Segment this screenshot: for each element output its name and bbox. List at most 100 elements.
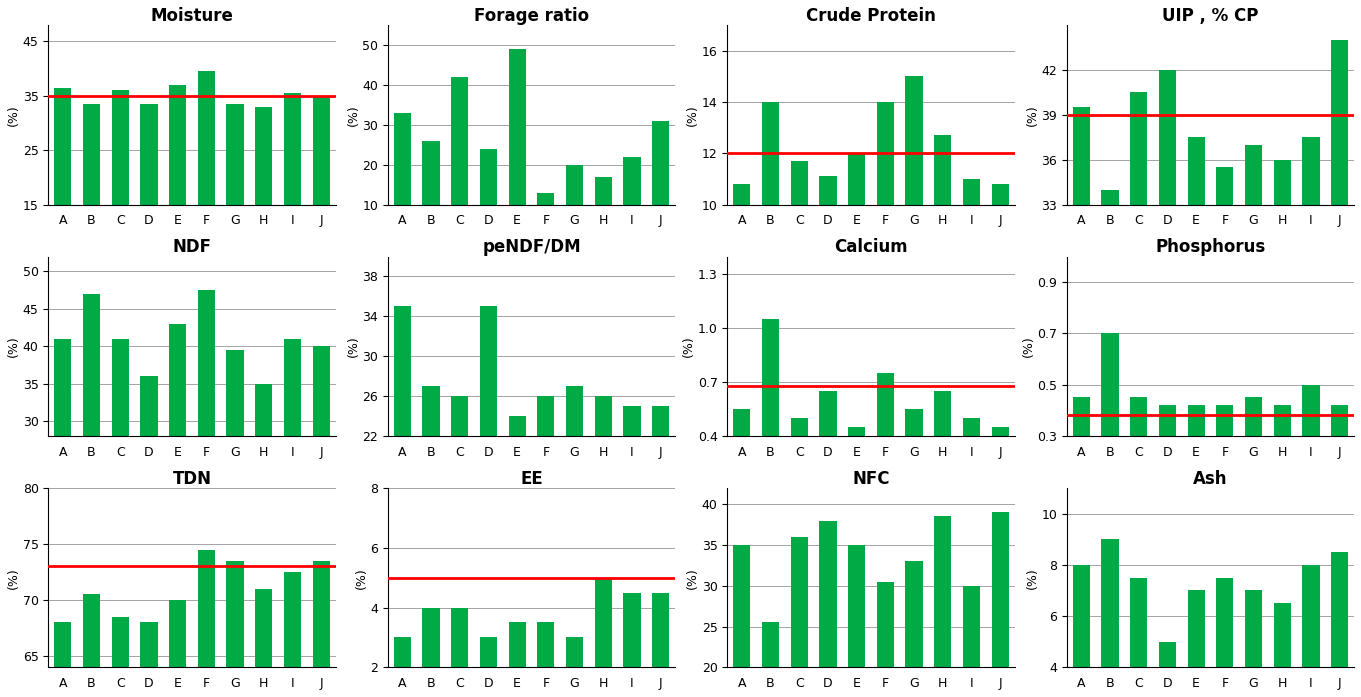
Bar [819, 391, 837, 507]
Bar [1101, 333, 1119, 513]
Title: NDF: NDF [173, 238, 211, 256]
Bar [83, 104, 101, 286]
Bar [313, 95, 329, 286]
Bar [140, 622, 158, 697]
Bar [1302, 137, 1320, 697]
Bar [284, 93, 301, 286]
Bar [734, 545, 750, 697]
Bar [819, 521, 837, 697]
Bar [112, 91, 129, 286]
Bar [422, 141, 440, 245]
Bar [1188, 590, 1204, 697]
Title: Crude Protein: Crude Protein [806, 7, 936, 25]
Bar [422, 386, 440, 655]
Bar [734, 409, 750, 507]
Bar [1072, 565, 1090, 697]
Bar [255, 383, 272, 645]
Bar [140, 104, 158, 286]
Bar [226, 350, 244, 645]
Bar [1217, 405, 1233, 513]
Bar [54, 339, 71, 645]
Bar [197, 290, 215, 645]
Bar [566, 164, 583, 245]
Bar [1331, 552, 1349, 697]
Bar [1130, 578, 1147, 697]
Title: NFC: NFC [852, 470, 890, 488]
Bar [934, 135, 951, 461]
Bar [1158, 642, 1176, 697]
Bar [1188, 405, 1204, 513]
Bar [538, 396, 554, 655]
Bar [848, 545, 866, 697]
Bar [819, 176, 837, 461]
Bar [992, 427, 1009, 507]
Bar [905, 77, 923, 461]
Bar [169, 85, 186, 286]
Bar [623, 157, 641, 245]
Bar [112, 339, 129, 645]
Bar [480, 148, 497, 245]
Bar [566, 638, 583, 697]
Bar [313, 346, 329, 645]
Bar [1331, 405, 1349, 513]
Title: TDN: TDN [173, 470, 211, 488]
Bar [255, 589, 272, 697]
Bar [1245, 145, 1262, 697]
Title: EE: EE [520, 470, 543, 488]
Bar [509, 416, 525, 655]
Bar [450, 396, 468, 655]
Bar [1245, 590, 1262, 697]
Bar [1101, 539, 1119, 697]
Bar [480, 307, 497, 655]
Title: UIP , % CP: UIP , % CP [1162, 7, 1259, 25]
Title: Forage ratio: Forage ratio [474, 7, 589, 25]
Y-axis label: (%): (%) [1022, 335, 1034, 357]
Bar [393, 307, 411, 655]
Bar [1158, 405, 1176, 513]
Y-axis label: (%): (%) [7, 104, 20, 125]
Bar [393, 113, 411, 245]
Bar [962, 418, 980, 507]
Bar [734, 184, 750, 461]
Bar [1188, 137, 1204, 697]
Y-axis label: (%): (%) [686, 567, 700, 588]
Bar [83, 595, 101, 697]
Y-axis label: (%): (%) [347, 104, 359, 125]
Bar [1302, 565, 1320, 697]
Bar [509, 49, 525, 245]
Y-axis label: (%): (%) [7, 567, 20, 588]
Bar [393, 638, 411, 697]
Bar [848, 153, 866, 461]
Bar [934, 391, 951, 507]
Bar [848, 427, 866, 507]
Bar [1245, 397, 1262, 513]
Title: Ash: Ash [1194, 470, 1228, 488]
Bar [1302, 385, 1320, 513]
Bar [83, 294, 101, 645]
Y-axis label: (%): (%) [1026, 567, 1038, 588]
Bar [1101, 190, 1119, 697]
Y-axis label: (%): (%) [354, 567, 367, 588]
Bar [595, 396, 612, 655]
Title: Calcium: Calcium [834, 238, 908, 256]
Bar [54, 622, 71, 697]
Bar [791, 537, 808, 697]
Bar [255, 107, 272, 286]
Bar [762, 102, 778, 461]
Bar [905, 409, 923, 507]
Y-axis label: (%): (%) [7, 335, 20, 357]
Bar [566, 386, 583, 655]
Bar [1217, 167, 1233, 697]
Bar [934, 516, 951, 697]
Bar [226, 104, 244, 286]
Bar [226, 561, 244, 697]
Bar [54, 88, 71, 286]
Bar [876, 373, 894, 507]
Bar [1072, 107, 1090, 697]
Bar [450, 608, 468, 697]
Bar [197, 550, 215, 697]
Bar [1158, 70, 1176, 697]
Bar [992, 512, 1009, 697]
Bar [1331, 40, 1349, 697]
Bar [313, 561, 329, 697]
